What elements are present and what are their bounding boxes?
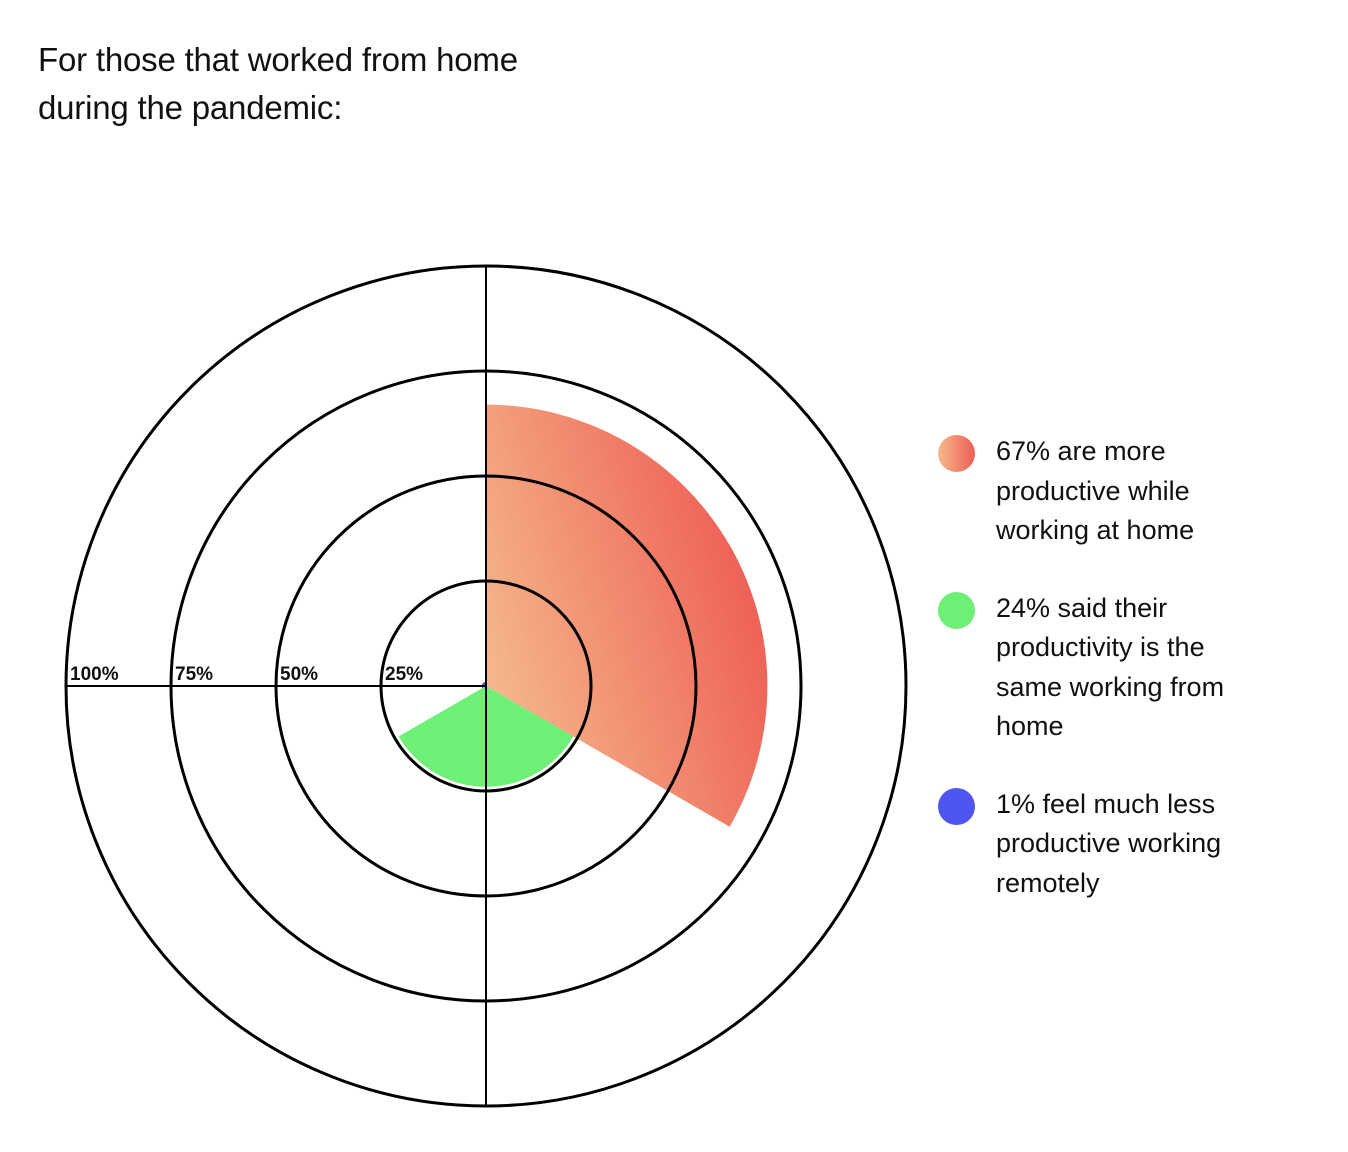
legend: 67% are more productive while working at…: [938, 432, 1298, 941]
legend-line: home: [996, 711, 1064, 741]
chart-title-line-1: For those that worked from home: [38, 41, 518, 78]
legend-text-less-productive: 1% feel much less productive working rem…: [996, 785, 1298, 904]
legend-item-less-productive: 1% feel much less productive working rem…: [938, 785, 1298, 904]
legend-swatch-same-productivity: [938, 591, 975, 629]
slice-0: [486, 404, 768, 827]
chart-title: For those that worked from home during t…: [38, 36, 658, 132]
tick-label-1: 50%: [280, 664, 318, 685]
chart-title-line-2: during the pandemic:: [38, 89, 343, 126]
legend-line: productivity is the: [996, 632, 1205, 662]
legend-item-more-productive: 67% are more productive while working at…: [938, 432, 1298, 551]
legend-text-more-productive: 67% are more productive while working at…: [996, 432, 1298, 551]
tick-label-0: 25%: [385, 664, 423, 685]
tick-label-2: 75%: [175, 664, 213, 685]
legend-text-same-productivity: 24% said their productivity is the same …: [996, 589, 1298, 747]
legend-line: 24% said their: [996, 592, 1168, 623]
tick-layer: 25% 50% 75% 100%: [70, 664, 423, 685]
legend-line: productive while: [996, 475, 1190, 506]
legend-line: productive working: [996, 828, 1222, 858]
legend-line: 67% are more: [996, 436, 1166, 466]
legend-swatch-less-productive: [938, 787, 975, 825]
legend-line: remotely: [996, 867, 1100, 898]
legend-item-same-productivity: 24% said their productivity is the same …: [938, 589, 1298, 747]
legend-line: same working from: [996, 671, 1225, 702]
grid-layer: [64, 264, 908, 1108]
tick-label-3: 100%: [70, 664, 119, 685]
legend-line: working at home: [996, 515, 1195, 545]
legend-line: 1% feel much less: [996, 788, 1216, 819]
legend-swatch-more-productive: [938, 435, 975, 472]
